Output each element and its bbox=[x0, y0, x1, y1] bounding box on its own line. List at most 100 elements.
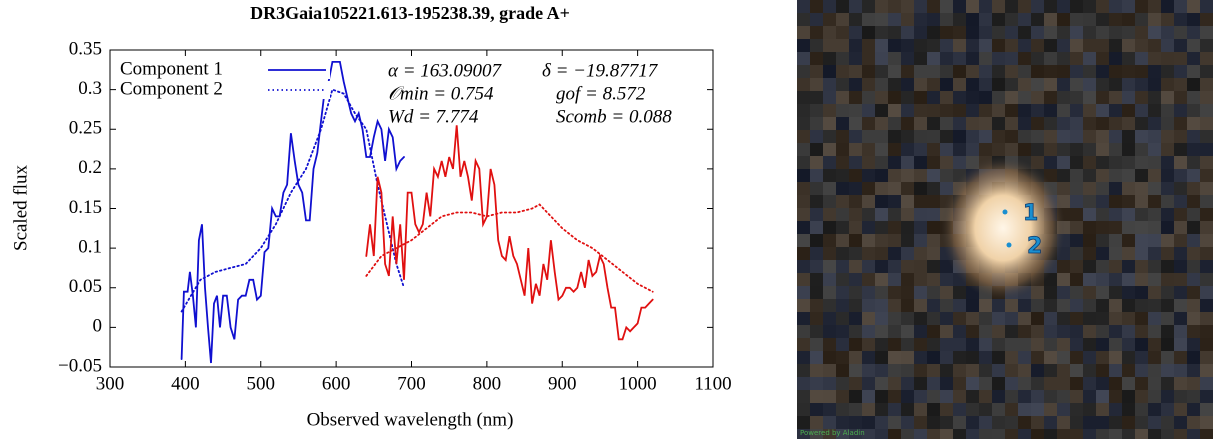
image-pixel bbox=[953, 52, 966, 65]
image-pixel bbox=[810, 156, 823, 169]
image-pixel bbox=[979, 312, 992, 325]
image-pixel bbox=[823, 104, 836, 117]
image-pixel bbox=[914, 65, 927, 78]
image-pixel bbox=[1096, 208, 1109, 221]
image-pixel bbox=[1174, 156, 1187, 169]
image-pixel bbox=[1187, 351, 1200, 364]
image-pixel bbox=[810, 208, 823, 221]
image-pixel bbox=[1122, 39, 1135, 52]
image-pixel bbox=[797, 260, 810, 273]
image-pixel bbox=[966, 299, 979, 312]
image-pixel bbox=[979, 416, 992, 429]
image-pixel bbox=[797, 0, 810, 13]
annotation: Wd = 7.774 bbox=[388, 106, 479, 127]
image-pixel bbox=[1083, 143, 1096, 156]
image-pixel bbox=[1148, 65, 1161, 78]
image-pixel bbox=[1044, 156, 1057, 169]
image-pixel bbox=[953, 416, 966, 429]
image-pixel bbox=[1200, 429, 1213, 439]
image-pixel bbox=[797, 91, 810, 104]
image-pixel bbox=[810, 39, 823, 52]
image-pixel bbox=[1148, 13, 1161, 26]
image-pixel bbox=[1135, 364, 1148, 377]
image-pixel bbox=[862, 247, 875, 260]
image-pixel bbox=[1174, 273, 1187, 286]
image-pixel bbox=[836, 312, 849, 325]
image-pixel bbox=[875, 182, 888, 195]
image-pixel bbox=[1031, 65, 1044, 78]
image-pixel bbox=[966, 403, 979, 416]
image-pixel bbox=[810, 104, 823, 117]
image-pixel bbox=[797, 169, 810, 182]
image-pixel bbox=[1070, 26, 1083, 39]
image-pixel bbox=[797, 403, 810, 416]
image-pixel bbox=[1135, 286, 1148, 299]
image-pixel bbox=[927, 429, 940, 439]
image-pixel bbox=[1135, 273, 1148, 286]
image-pixel bbox=[823, 247, 836, 260]
image-pixel bbox=[1005, 104, 1018, 117]
image-pixel bbox=[888, 169, 901, 182]
image-pixel bbox=[1018, 429, 1031, 439]
image-pixel bbox=[823, 325, 836, 338]
image-pixel bbox=[901, 52, 914, 65]
image-pixel bbox=[797, 13, 810, 26]
image-pixel bbox=[1044, 312, 1057, 325]
image-pixel bbox=[1018, 26, 1031, 39]
image-pixel bbox=[1148, 143, 1161, 156]
image-pixel bbox=[810, 117, 823, 130]
image-pixel bbox=[1122, 247, 1135, 260]
image-pixel bbox=[1174, 195, 1187, 208]
chart-title: DR3Gaia105221.613-195238.39, grade A+ bbox=[250, 3, 570, 23]
image-pixel bbox=[1122, 234, 1135, 247]
image-pixel bbox=[810, 130, 823, 143]
image-pixel bbox=[1148, 377, 1161, 390]
image-pixel bbox=[914, 273, 927, 286]
image-pixel bbox=[849, 208, 862, 221]
image-pixel bbox=[992, 143, 1005, 156]
image-pixel bbox=[862, 130, 875, 143]
image-pixel bbox=[1109, 299, 1122, 312]
image-pixel bbox=[836, 208, 849, 221]
image-pixel bbox=[1031, 52, 1044, 65]
image-pixel bbox=[1135, 117, 1148, 130]
image-pixel bbox=[953, 351, 966, 364]
image-pixel bbox=[1083, 39, 1096, 52]
image-pixel bbox=[1044, 351, 1057, 364]
image-pixel bbox=[810, 26, 823, 39]
image-pixel bbox=[1122, 182, 1135, 195]
image-pixel bbox=[823, 169, 836, 182]
image-pixel bbox=[914, 351, 927, 364]
image-pixel bbox=[1031, 377, 1044, 390]
image-pixel bbox=[1070, 247, 1083, 260]
image-pixel bbox=[1083, 325, 1096, 338]
image-pixel bbox=[992, 104, 1005, 117]
image-pixel bbox=[953, 143, 966, 156]
image-pixel bbox=[1096, 403, 1109, 416]
image-pixel bbox=[953, 130, 966, 143]
image-pixel bbox=[1187, 91, 1200, 104]
image-pixel bbox=[1122, 13, 1135, 26]
image-pixel bbox=[1057, 429, 1070, 439]
image-pixel bbox=[914, 130, 927, 143]
image-pixel bbox=[953, 78, 966, 91]
image-pixel bbox=[1109, 39, 1122, 52]
image-pixel bbox=[1070, 377, 1083, 390]
image-pixel bbox=[1135, 299, 1148, 312]
image-pixel bbox=[1109, 429, 1122, 439]
image-pixel bbox=[940, 156, 953, 169]
image-pixel bbox=[875, 104, 888, 117]
image-pixel bbox=[1005, 39, 1018, 52]
image-pixel bbox=[1031, 416, 1044, 429]
image-pixel bbox=[1135, 91, 1148, 104]
image-pixel bbox=[797, 143, 810, 156]
image-pixel bbox=[1083, 0, 1096, 13]
image-pixel bbox=[875, 169, 888, 182]
image-pixel bbox=[836, 91, 849, 104]
image-pixel bbox=[914, 299, 927, 312]
image-pixel bbox=[1083, 403, 1096, 416]
image-pixel bbox=[1148, 351, 1161, 364]
image-pixel bbox=[1096, 234, 1109, 247]
image-pixel bbox=[966, 104, 979, 117]
image-pixel bbox=[1005, 403, 1018, 416]
